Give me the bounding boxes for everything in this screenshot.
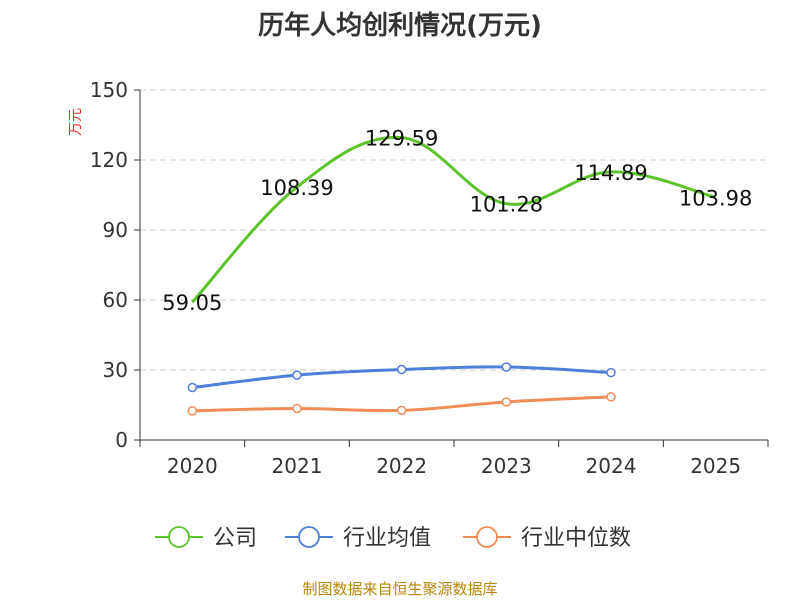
- data-point[interactable]: [606, 367, 616, 378]
- legend-marker: [476, 526, 498, 548]
- legend[interactable]: 公司 行业均值 行业中位数: [155, 526, 631, 551]
- x-tick-label: 2023: [481, 454, 532, 478]
- data-point[interactable]: [292, 403, 302, 414]
- x-tick-label: 2020: [167, 454, 218, 478]
- y-tick-label: 30: [103, 358, 128, 382]
- legend-item-2[interactable]: 行业中位数: [463, 526, 631, 551]
- data-point[interactable]: [187, 406, 198, 416]
- y-tick-label: 150: [90, 78, 128, 102]
- legend-label: 行业均值: [343, 526, 431, 551]
- y-tick-label: 60: [103, 288, 128, 312]
- series-lines: [187, 135, 717, 416]
- data-label: 101.28: [470, 193, 543, 217]
- data-label: 114.89: [574, 161, 647, 185]
- grid-lines: [140, 89, 768, 371]
- x-tick-label: 2024: [586, 454, 637, 478]
- x-tick-label: 2025: [690, 454, 741, 478]
- x-tick-label: 2021: [272, 454, 323, 478]
- data-labels: 59.05 108.39 129.59 101.28 114.89 103.98: [162, 127, 752, 316]
- data-point[interactable]: [292, 370, 302, 380]
- y-tick-label: 90: [103, 218, 128, 242]
- series-line-0: [191, 135, 717, 304]
- data-point[interactable]: [501, 397, 512, 407]
- y-axis-label: 万元: [68, 108, 84, 136]
- legend-marker: [168, 526, 190, 548]
- source-note: 制图数据来自恒生聚源数据库: [302, 580, 497, 598]
- legend-marker: [298, 526, 320, 548]
- y-tick-label: 0: [115, 428, 128, 452]
- data-label: 103.98: [679, 186, 752, 210]
- data-point[interactable]: [187, 382, 198, 393]
- data-point[interactable]: [501, 362, 512, 372]
- x-tick-label: 2022: [376, 454, 427, 478]
- legend-label: 公司: [213, 526, 257, 551]
- legend-item-1[interactable]: 行业均值: [285, 526, 431, 551]
- legend-label: 行业中位数: [521, 526, 631, 551]
- data-label: 108.39: [260, 176, 333, 200]
- data-point[interactable]: [396, 405, 407, 416]
- legend-item-0[interactable]: 公司: [155, 526, 257, 551]
- chart-title: 历年人均创利情况(万元): [258, 10, 542, 41]
- axes: 0 30 60 90 120 150 2020 2021 2022 2023 2024 2025: [90, 78, 769, 478]
- data-label: 129.59: [365, 127, 438, 151]
- data-label: 59.05: [162, 291, 222, 315]
- data-point[interactable]: [606, 392, 616, 402]
- data-point[interactable]: [396, 364, 407, 375]
- y-tick-label: 120: [90, 148, 128, 172]
